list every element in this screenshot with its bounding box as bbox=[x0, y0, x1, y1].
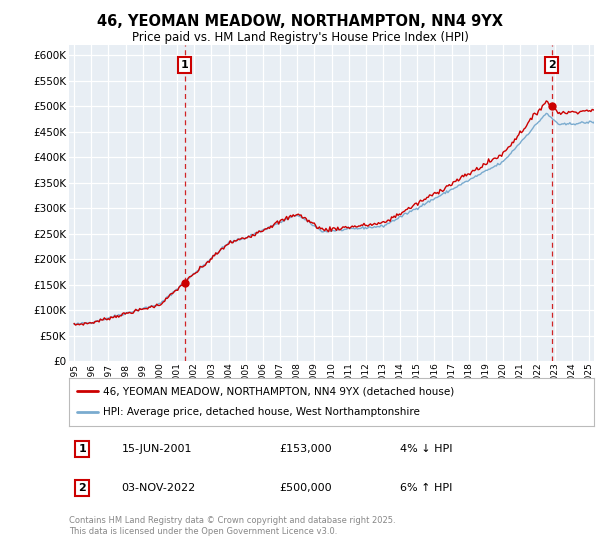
Text: 46, YEOMAN MEADOW, NORTHAMPTON, NN4 9YX (detached house): 46, YEOMAN MEADOW, NORTHAMPTON, NN4 9YX … bbox=[103, 386, 454, 396]
Text: HPI: Average price, detached house, West Northamptonshire: HPI: Average price, detached house, West… bbox=[103, 407, 420, 417]
Text: 46, YEOMAN MEADOW, NORTHAMPTON, NN4 9YX: 46, YEOMAN MEADOW, NORTHAMPTON, NN4 9YX bbox=[97, 14, 503, 29]
Text: £153,000: £153,000 bbox=[279, 444, 332, 454]
Text: 2: 2 bbox=[548, 60, 556, 70]
Text: Contains HM Land Registry data © Crown copyright and database right 2025.
This d: Contains HM Land Registry data © Crown c… bbox=[69, 516, 395, 536]
Text: Price paid vs. HM Land Registry's House Price Index (HPI): Price paid vs. HM Land Registry's House … bbox=[131, 31, 469, 44]
Text: 1: 1 bbox=[181, 60, 188, 70]
Text: 6% ↑ HPI: 6% ↑ HPI bbox=[400, 483, 452, 493]
Text: 4% ↓ HPI: 4% ↓ HPI bbox=[400, 444, 452, 454]
Text: 15-JUN-2001: 15-JUN-2001 bbox=[121, 444, 192, 454]
Text: 2: 2 bbox=[78, 483, 86, 493]
Text: 03-NOV-2022: 03-NOV-2022 bbox=[121, 483, 196, 493]
Text: 1: 1 bbox=[78, 444, 86, 454]
Text: £500,000: £500,000 bbox=[279, 483, 332, 493]
